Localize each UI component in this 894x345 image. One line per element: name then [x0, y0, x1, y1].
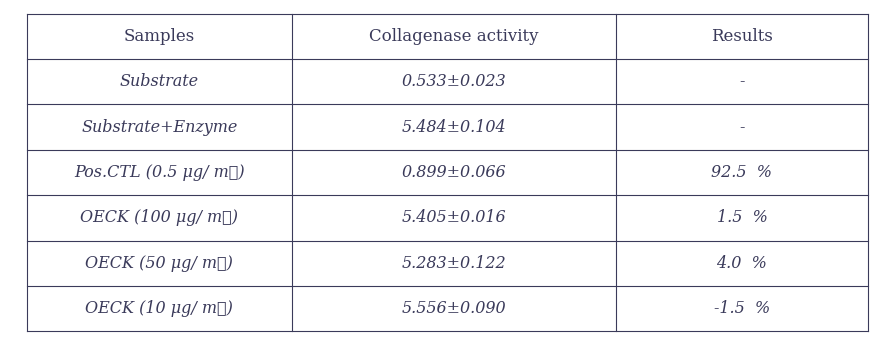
Text: 5.556±0.090: 5.556±0.090 — [401, 300, 505, 317]
Text: 0.899±0.066: 0.899±0.066 — [401, 164, 505, 181]
Text: 92.5  %: 92.5 % — [711, 164, 772, 181]
Text: 1.5  %: 1.5 % — [716, 209, 766, 226]
Text: 5.283±0.122: 5.283±0.122 — [401, 255, 505, 272]
Text: OECK (50 μg/ mℓ): OECK (50 μg/ mℓ) — [85, 255, 233, 272]
Text: 5.484±0.104: 5.484±0.104 — [401, 119, 505, 136]
Text: Substrate+Enzyme: Substrate+Enzyme — [81, 119, 237, 136]
Text: Substrate: Substrate — [120, 73, 198, 90]
Text: -: - — [738, 119, 744, 136]
Text: Collagenase activity: Collagenase activity — [368, 28, 538, 45]
Text: Results: Results — [710, 28, 772, 45]
Text: -: - — [738, 73, 744, 90]
Text: Pos.CTL (0.5 μg/ mℓ): Pos.CTL (0.5 μg/ mℓ) — [74, 164, 244, 181]
Text: 0.533±0.023: 0.533±0.023 — [401, 73, 505, 90]
Text: OECK (10 μg/ mℓ): OECK (10 μg/ mℓ) — [85, 300, 233, 317]
Text: Samples: Samples — [123, 28, 195, 45]
Text: 5.405±0.016: 5.405±0.016 — [401, 209, 505, 226]
Text: 4.0  %: 4.0 % — [716, 255, 766, 272]
Text: -1.5  %: -1.5 % — [713, 300, 769, 317]
Text: OECK (100 μg/ mℓ): OECK (100 μg/ mℓ) — [80, 209, 238, 226]
